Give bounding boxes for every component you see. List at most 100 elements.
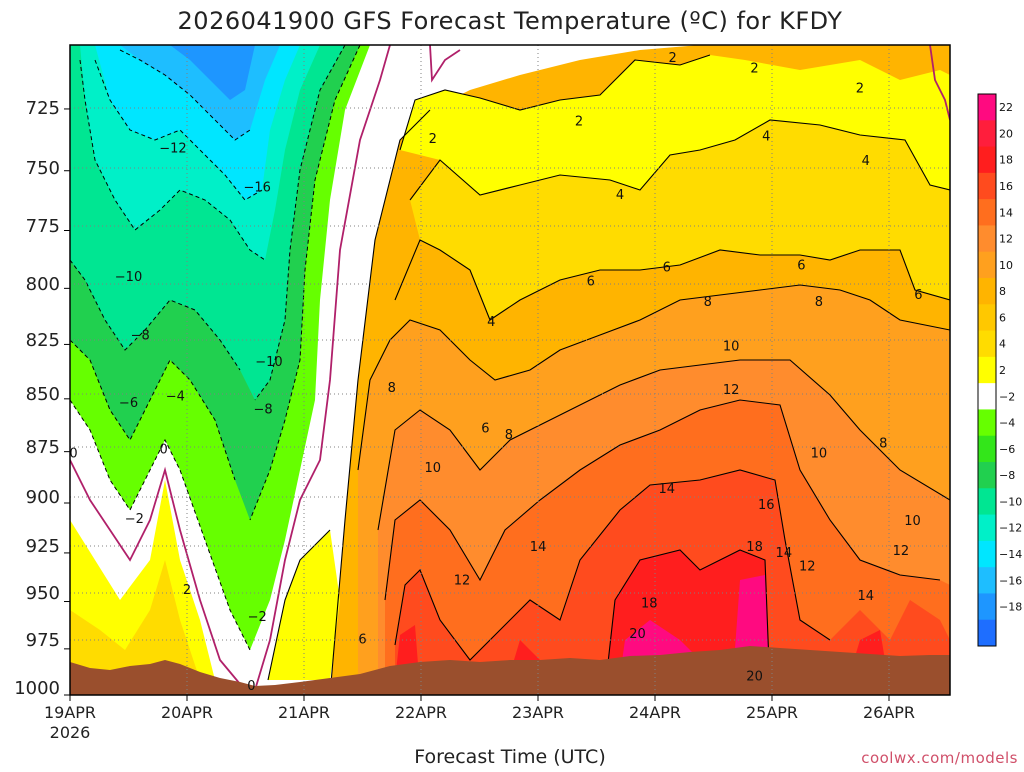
contour-lines-cold: [70, 45, 361, 651]
colorbar: 22 20 18 16 14 12 10 8 6 4 2 −2 −4 −6 −8 −10 −12 −14 −16 −1…: [977, 93, 1022, 647]
x-tick-label: 21APR: [278, 703, 330, 722]
colorbar-swatch: [978, 435, 996, 463]
contour-label: −10: [115, 270, 142, 285]
y-tick-label: 950: [26, 583, 60, 604]
contour-label: 12: [799, 560, 816, 575]
contour-label: 6: [797, 258, 805, 273]
colorbar-swatch: [978, 304, 996, 332]
colorbar-swatch: [978, 593, 996, 621]
contour-label: 6: [663, 261, 671, 276]
contour-label: 4: [487, 315, 495, 330]
colorbar-label: 6: [999, 311, 1006, 324]
x-tick-label: 20APR: [161, 703, 213, 722]
colorbar-swatch: [978, 383, 996, 410]
colorbar-label: 10: [999, 259, 1013, 272]
colorbar-label: 12: [999, 233, 1013, 246]
colorbar-label: −10: [999, 495, 1022, 508]
contour-label: 8: [388, 381, 396, 396]
x-tick-label: 26APR: [863, 703, 915, 722]
contour-label: 10: [811, 447, 828, 462]
contour-label: 6: [481, 422, 489, 437]
colorbar-label: −6: [999, 443, 1015, 456]
contour-label: 0: [159, 443, 167, 458]
colorbar-label: −12: [999, 522, 1022, 535]
y-tick-label: 725: [26, 98, 60, 119]
colorbar-label: 8: [999, 285, 1006, 298]
y-tick-label: 925: [26, 536, 60, 557]
contour-label: 12: [723, 383, 740, 398]
y-tick-marks: [64, 108, 70, 696]
y-tick-label: 875: [26, 437, 60, 458]
fill-temp-2-4: [400, 55, 950, 195]
colorbar-swatch: [978, 356, 996, 384]
x-tick-label: 25APR: [746, 703, 798, 722]
y-tick-label: 850: [26, 384, 60, 405]
colorbar-swatch: [978, 251, 996, 279]
contour-label: 6: [587, 274, 595, 289]
contour-label: 8: [704, 295, 712, 310]
colorbar-swatch: [978, 488, 996, 516]
contour-label: 20: [629, 627, 646, 642]
colorbar-label: −8: [999, 469, 1015, 482]
colorbar-swatch: [978, 567, 996, 594]
y-tick-label: 900: [26, 487, 60, 508]
colorbar-label: −4: [999, 417, 1015, 430]
y-tick-label: 775: [26, 216, 60, 237]
colorbar-label: 20: [999, 127, 1013, 140]
contour-label: 8: [815, 295, 823, 310]
contour-label: 18: [746, 540, 763, 555]
colorbar-label: 18: [999, 154, 1013, 167]
contour-label: 2: [750, 61, 758, 76]
contour-label: 10: [904, 514, 921, 529]
contour-label: 12: [893, 544, 910, 559]
x-axis-label: Forecast Time (UTC): [414, 746, 605, 768]
colorbar-swatch: [978, 172, 996, 200]
plot-area: −12 −16 −10 −8 −10 −6 −4 −8 0 0 −2 2 −2 0 6 8 10 12 14 2 2 4 6…: [70, 45, 950, 695]
contour-label: 6: [914, 288, 922, 303]
colorbar-label: −2: [999, 390, 1015, 403]
colorbar-swatch: [978, 120, 996, 148]
credit-link[interactable]: coolwx.com/models: [861, 749, 1018, 767]
x-axis-ticks: 19APR 20APR 21APR 22APR 23APR 24APR 25AP…: [44, 703, 915, 742]
y-tick-label: 975: [26, 630, 60, 651]
colorbar-frame: [977, 93, 997, 647]
colorbar-swatch: [978, 409, 996, 437]
contour-label: 18: [641, 596, 658, 611]
contour-label: 4: [616, 188, 624, 203]
y-axis-ticks: 725 750 775 800 825 850 875 900 925 950 …: [14, 98, 60, 699]
colorbar-label: −18: [999, 601, 1022, 614]
colorbar-label: 4: [999, 338, 1006, 351]
contour-labels: −12 −16 −10 −8 −10 −6 −4 −8 0 0 −2 2 −2 0 6 8 10 12 14 2 2 4 6…: [70, 51, 923, 694]
contour-lines-warm: [267, 54, 950, 695]
x-tick-label: 22APR: [395, 703, 447, 722]
contour-label: 8: [505, 428, 513, 443]
contour-label: −12: [159, 142, 186, 157]
fill-temp-below-m18: [170, 45, 255, 100]
contour-label: −2: [125, 512, 144, 527]
contour-label: 8: [879, 436, 887, 451]
x-tick-marks: [69, 695, 890, 701]
colorbar-swatch: [978, 514, 996, 542]
contour-label: −10: [255, 355, 282, 370]
contour-label: 4: [862, 154, 870, 169]
colorbar-swatch: [978, 462, 996, 489]
plot-frame: [69, 44, 951, 696]
colorbar-swatch: [978, 199, 996, 226]
contour-label: 14: [857, 589, 874, 604]
zero-isotherm: [70, 45, 950, 691]
colorbar-swatch: [978, 146, 996, 174]
colorbar-swatch: [978, 619, 996, 647]
contour-label: 2: [429, 132, 437, 147]
contour-label: 16: [758, 498, 775, 513]
contour-label: 2: [856, 82, 864, 97]
colorbar-label: 14: [999, 206, 1013, 219]
contour-label: 12: [454, 573, 471, 588]
colorbar-swatch: [978, 278, 996, 305]
x-tick-label: 19APR: [44, 703, 96, 722]
contour-label: −6: [119, 396, 138, 411]
colorbar-swatch: [978, 330, 996, 358]
contour-label: −16: [244, 181, 271, 196]
colorbar-swatch: [978, 94, 996, 121]
contour-label: 4: [762, 129, 770, 144]
